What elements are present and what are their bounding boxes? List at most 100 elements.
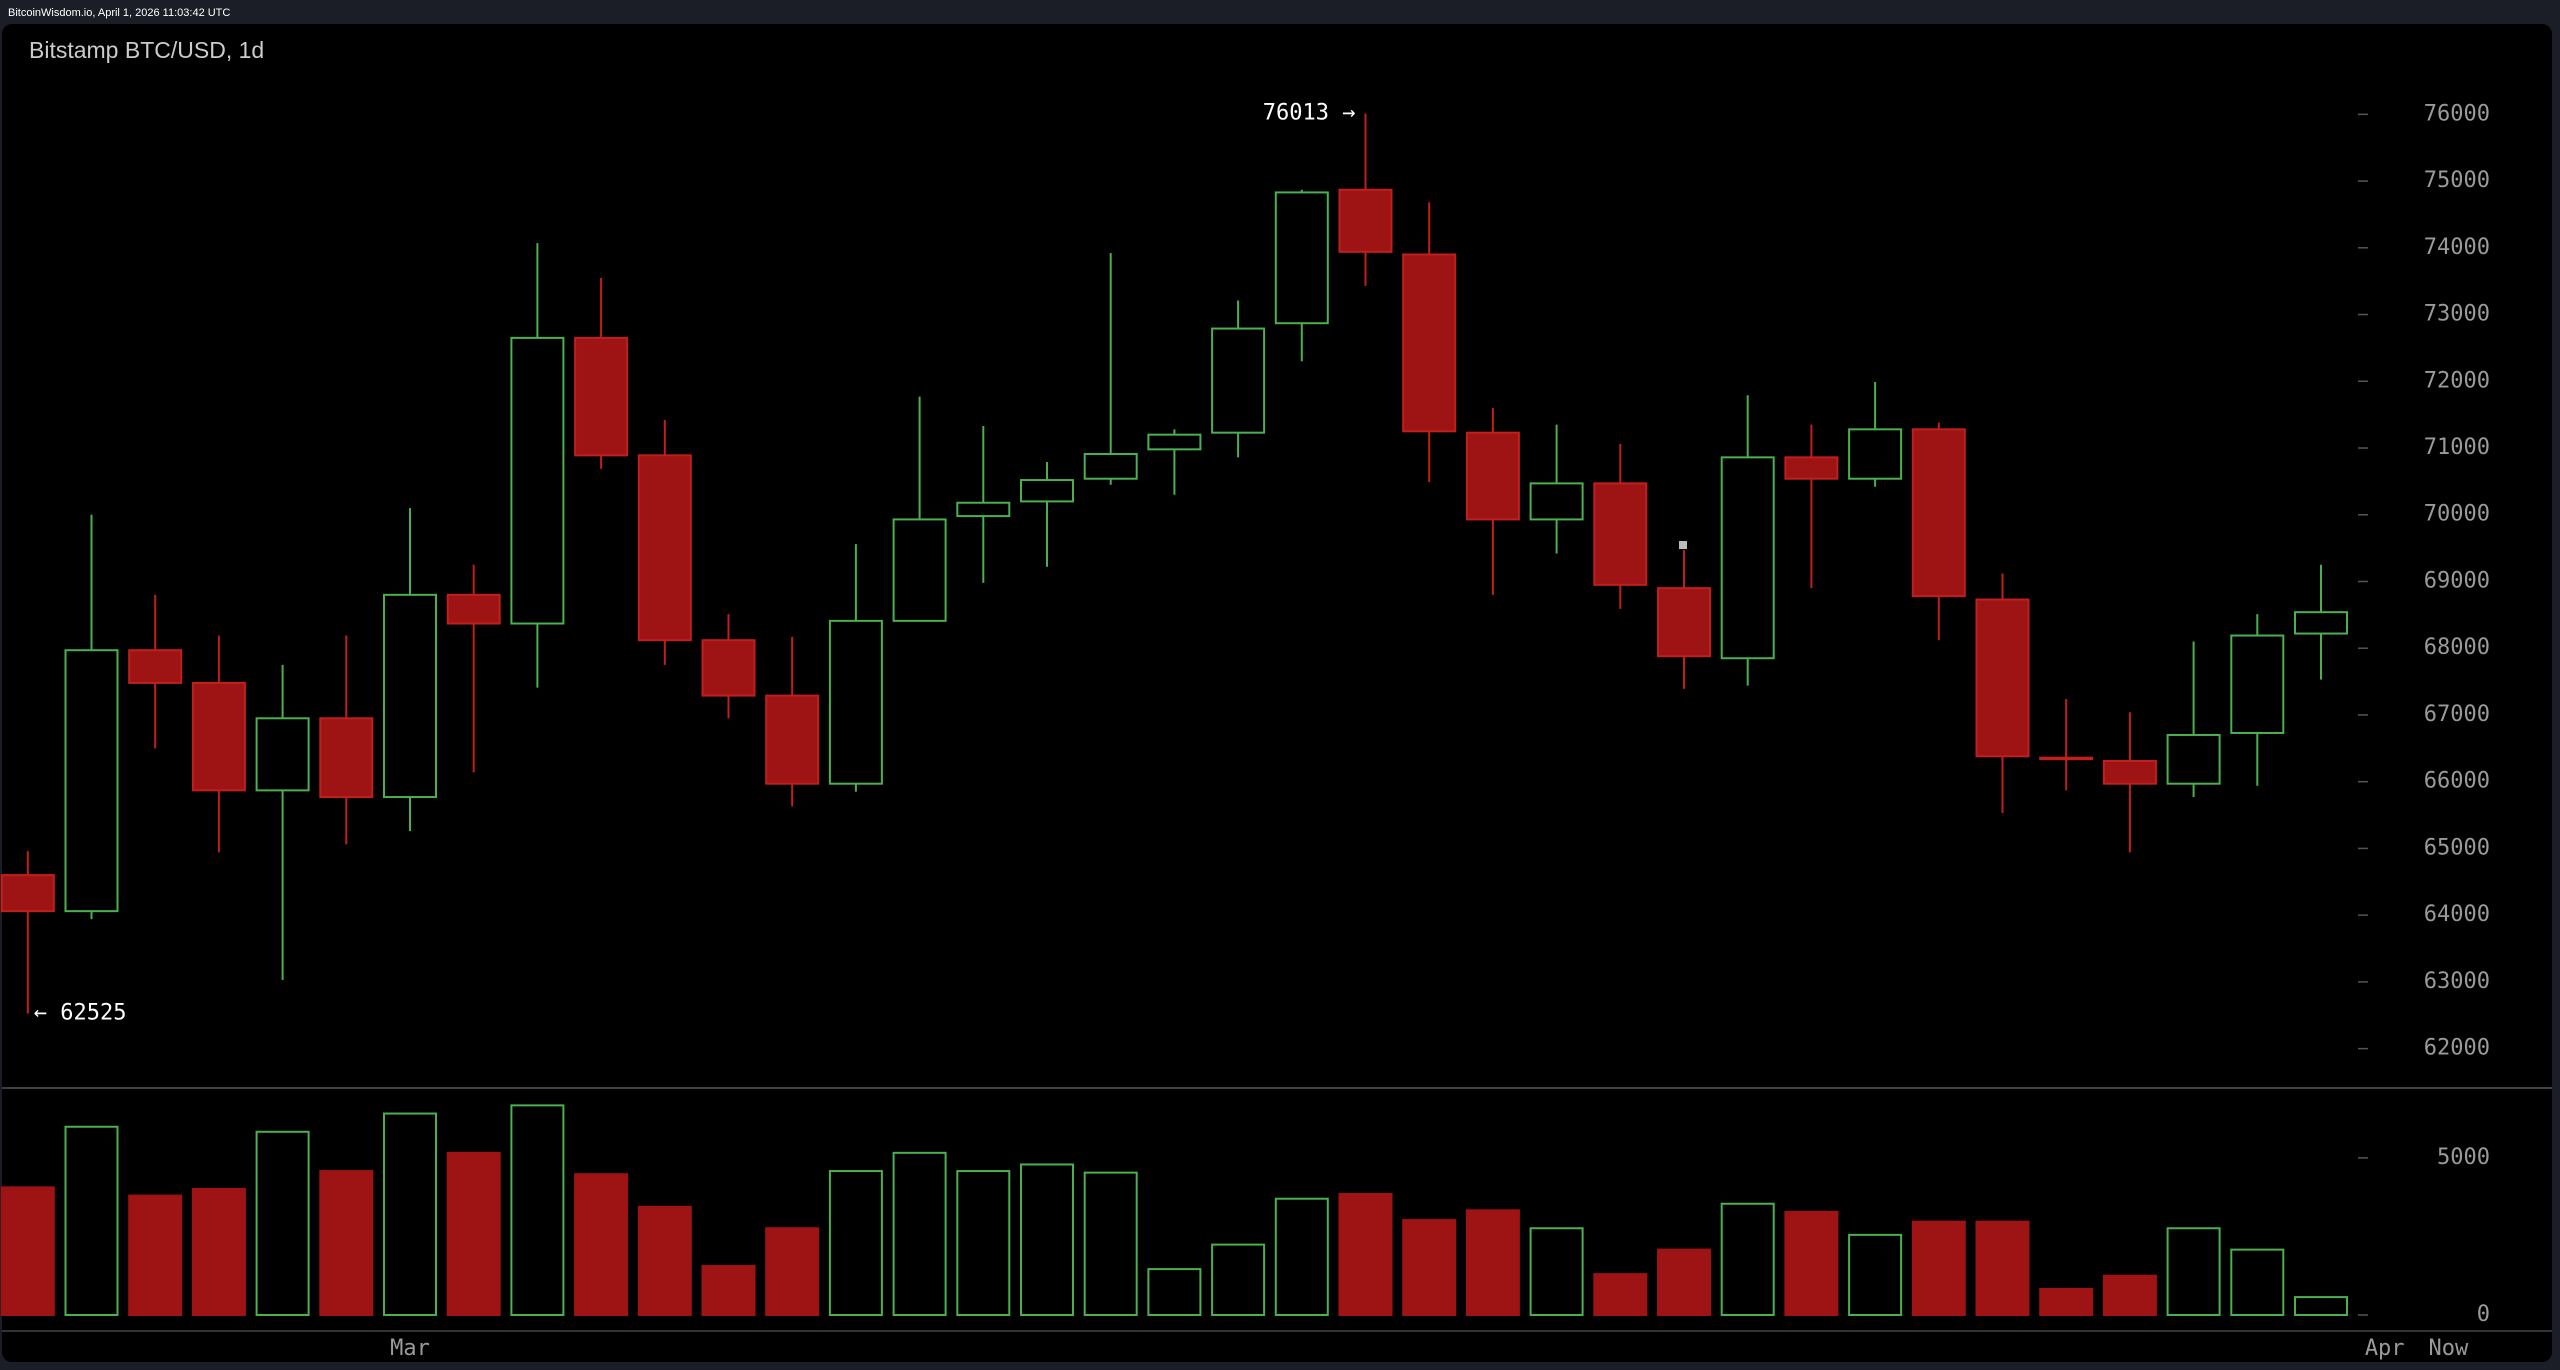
- y-tick-label: 65000: [2424, 835, 2490, 860]
- volume-bar: [1402, 1219, 1457, 1316]
- volume-bar: [1657, 1248, 1711, 1316]
- candle-body: [1211, 327, 1266, 434]
- candle-body: [2102, 760, 2157, 785]
- candle-body: [701, 639, 756, 697]
- candle-body: [255, 717, 310, 792]
- candle-body: [574, 336, 629, 457]
- candle-body: [1274, 191, 1329, 325]
- y-tick-label: 63000: [2424, 969, 2490, 994]
- candle-body: [1465, 431, 1520, 521]
- candle-body: [1975, 598, 2030, 758]
- y-tick-label: 71000: [2424, 435, 2490, 460]
- candle-body: [828, 619, 883, 785]
- volume-bar: [1147, 1268, 1202, 1316]
- candle-body: [446, 593, 501, 625]
- indicator-dot: [1679, 541, 1687, 549]
- y-tick-label: 64000: [2424, 902, 2490, 927]
- volume-bar: [1911, 1220, 1966, 1316]
- volume-bar: [319, 1170, 374, 1316]
- volume-bar: [128, 1194, 183, 1316]
- candle-body: [1338, 188, 1393, 253]
- volume-bar: [1465, 1209, 1520, 1317]
- y-tick-label: 69000: [2424, 568, 2490, 593]
- candle-body: [637, 454, 692, 642]
- volume-bar: [2102, 1274, 2157, 1316]
- volume-bar: [637, 1205, 692, 1317]
- candle-body: [1593, 482, 1648, 586]
- candle-body: [64, 649, 119, 913]
- volume-bar: [2294, 1296, 2348, 1316]
- high-annotation: 76013 →: [1263, 100, 1356, 125]
- volume-bar: [1274, 1197, 1329, 1316]
- volume-bar: [1083, 1171, 1138, 1316]
- candle-body: [383, 593, 437, 799]
- y-tick-label: 67000: [2424, 702, 2490, 727]
- candle-body: [892, 518, 947, 622]
- y-tick-label: 74000: [2424, 235, 2490, 260]
- volume-bar: [446, 1151, 501, 1317]
- x-tick-label: Mar: [390, 1336, 430, 1361]
- volume-bar: [1020, 1163, 1074, 1317]
- candle-body: [1657, 587, 1711, 658]
- y-tick-label: 73000: [2424, 302, 2490, 327]
- volume-bar: [701, 1264, 756, 1317]
- candle-body: [510, 336, 565, 625]
- volume-bar: [1529, 1227, 1584, 1317]
- y-tick-label: 75000: [2424, 168, 2490, 193]
- candle-body: [1848, 428, 1903, 480]
- volume-bar: [64, 1125, 119, 1316]
- source-label: BitcoinWisdom.io, April 1, 2026 11:03:42…: [8, 7, 230, 19]
- y-tick-label: 76000: [2424, 101, 2490, 126]
- candle-body: [2166, 733, 2221, 785]
- candle-body: [765, 694, 820, 785]
- volume-bar: [1211, 1243, 1266, 1316]
- chart-panel: [2, 24, 2552, 1362]
- y-tick-label: 72000: [2424, 368, 2490, 393]
- volume-bar: [2230, 1248, 2285, 1316]
- y-tick-label: 62000: [2424, 1036, 2490, 1061]
- volume-bar: [2166, 1227, 2221, 1317]
- candle-body: [2294, 611, 2348, 635]
- volume-bar: [1784, 1210, 1839, 1317]
- y-tick-label: 70000: [2424, 502, 2490, 527]
- volume-bar: [828, 1170, 883, 1316]
- candle-body: [1720, 456, 1775, 660]
- volume-bar: [892, 1151, 947, 1317]
- chart-title: Bitstamp BTC/USD, 1d: [29, 37, 264, 63]
- x-tick-label: Apr: [2365, 1336, 2405, 1361]
- volume-tick-label: 5000: [2437, 1145, 2490, 1170]
- low-annotation: ← 62525: [34, 1001, 127, 1026]
- volume-bar: [1975, 1220, 2030, 1316]
- candle-body: [1911, 428, 1966, 598]
- volume-bar: [255, 1130, 310, 1317]
- volume-bar: [2039, 1287, 2094, 1317]
- candle-body: [1402, 253, 1457, 433]
- volume-bar: [510, 1104, 565, 1317]
- candle-body: [1784, 456, 1839, 480]
- candle-body: [191, 681, 246, 792]
- candle-body: [128, 649, 183, 684]
- volume-bar: [1848, 1233, 1903, 1317]
- x-tick-label: Now: [2429, 1336, 2469, 1361]
- candle-body: [1020, 479, 1074, 503]
- volume-tick-label: 0: [2477, 1302, 2490, 1327]
- y-tick-label: 68000: [2424, 635, 2490, 660]
- volume-bar: [765, 1227, 820, 1317]
- y-tick-label: 66000: [2424, 769, 2490, 794]
- volume-bar: [1338, 1193, 1393, 1316]
- candle-body: [0, 874, 55, 913]
- volume-bar: [1720, 1202, 1775, 1316]
- candle-body: [956, 501, 1011, 518]
- candle-body: [1529, 482, 1584, 521]
- candle-body: [2039, 756, 2094, 761]
- volume-bar: [956, 1170, 1011, 1316]
- volume-bar: [574, 1173, 629, 1316]
- candle-body: [1147, 433, 1202, 451]
- candle-body: [2230, 634, 2285, 734]
- volume-bar: [1593, 1273, 1648, 1316]
- volume-bar: [383, 1112, 437, 1316]
- volume-bar: [0, 1186, 55, 1317]
- candle-body: [1083, 453, 1138, 480]
